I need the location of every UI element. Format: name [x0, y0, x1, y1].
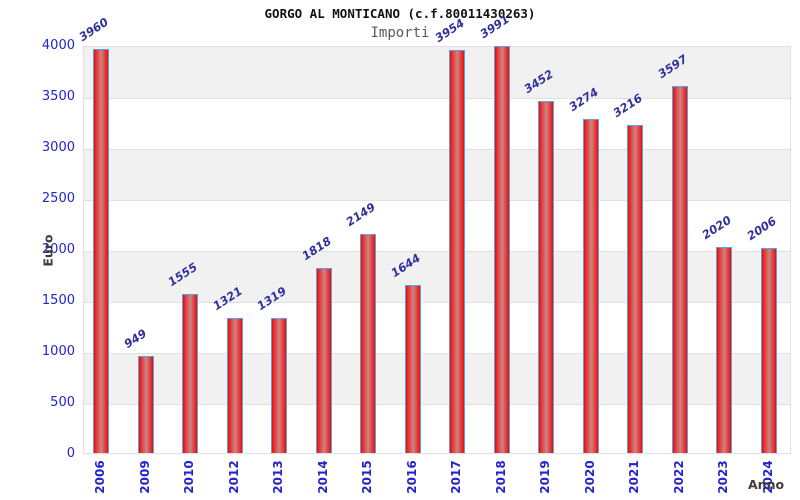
bar-2017	[449, 49, 465, 453]
y-tick-label: 2500	[41, 191, 75, 206]
bar-2006	[93, 49, 109, 453]
y-tick-label: 4000	[41, 38, 75, 53]
x-tick-label: 2016	[404, 460, 419, 494]
chart-title: GORGO AL MONTICANO (c.f.80011430263)	[264, 6, 536, 21]
gridline	[84, 403, 790, 405]
y-tick-label: 3000	[41, 140, 75, 155]
y-axis-title: Euro	[40, 234, 56, 267]
y-tick-label: 0	[66, 446, 75, 461]
x-tick-label: 2020	[582, 460, 597, 494]
x-tick-label: 2022	[671, 460, 686, 494]
bar-value-label: 1321	[209, 284, 245, 314]
bar-2023	[716, 246, 732, 453]
gridline	[84, 301, 790, 303]
bar-2012	[226, 318, 243, 453]
x-axis-title: Anno	[748, 477, 785, 492]
bar-value-label: 3274	[565, 84, 601, 115]
bar-2015	[360, 233, 376, 453]
x-tick-label: 2009	[137, 460, 152, 494]
bar-value-label: 2149	[343, 199, 378, 229]
y-tick-label: 1500	[41, 293, 75, 308]
x-tick-label: 2019	[538, 460, 552, 494]
bar-2024	[760, 248, 777, 453]
bar-2018	[493, 45, 510, 453]
x-tick-label: 2018	[493, 460, 508, 494]
bar-2021	[627, 124, 643, 453]
x-tick-label: 2021	[627, 460, 641, 494]
y-tick-label: 2000	[41, 242, 75, 257]
bar-value-label: 3597	[654, 51, 690, 82]
bar-2009	[137, 356, 154, 453]
bar-value-label: 3216	[610, 90, 645, 120]
bar-2020	[582, 119, 599, 453]
bar-value-label: 2006	[743, 214, 779, 244]
bar-value-label: 1818	[298, 233, 334, 263]
x-tick-label: 2010	[182, 460, 196, 494]
bar-value-label: 1319	[254, 284, 289, 314]
x-tick-label: 2015	[360, 460, 374, 494]
y-tick-label: 1000	[41, 344, 75, 359]
x-tick-label: 2006	[93, 460, 107, 494]
bar-value-label: 3452	[521, 66, 556, 96]
bar-2019	[538, 100, 554, 453]
x-tick-label: 2017	[449, 460, 463, 494]
x-tick-label: 2023	[716, 460, 730, 494]
x-tick-label: 2014	[315, 460, 330, 494]
bar-value-label: 949	[120, 326, 149, 352]
bar-value-label: 1644	[387, 251, 423, 281]
bar-2010	[182, 294, 198, 453]
gridline	[84, 352, 790, 354]
gridline	[84, 148, 790, 150]
bar-2022	[671, 86, 688, 453]
bar-2016	[404, 285, 421, 453]
gridline	[84, 97, 790, 99]
bar-value-label: 2020	[699, 212, 734, 242]
x-tick-label: 2013	[271, 460, 285, 494]
y-tick-label: 3500	[41, 89, 75, 104]
y-tick-label: 500	[50, 395, 75, 410]
bar-2013	[271, 318, 287, 453]
chart-plot-area: 3960 949 1555 1321 1319 1818 2149 1644 3954 3991 3…	[76, 12, 791, 454]
x-tick-label: 2012	[226, 460, 241, 494]
gridline	[84, 250, 790, 252]
chart-subtitle: Importi	[370, 25, 430, 41]
bar-value-label: 1555	[165, 260, 200, 290]
gridline	[84, 199, 790, 201]
bar-2014	[315, 267, 332, 453]
